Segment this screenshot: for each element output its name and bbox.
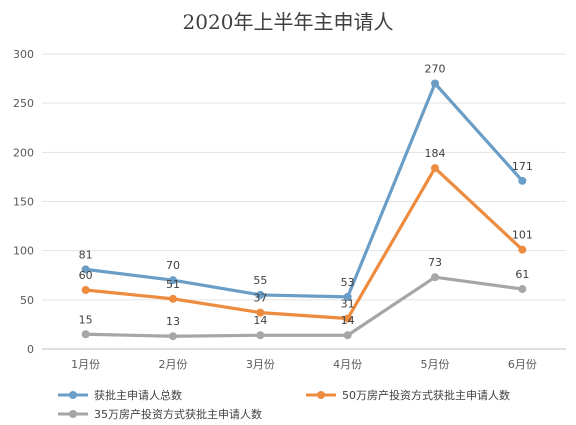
legend-marker — [317, 391, 325, 399]
data-label: 51 — [166, 278, 180, 291]
y-tick-label: 150 — [13, 196, 34, 209]
data-point — [256, 290, 265, 299]
data-label: 171 — [512, 160, 533, 173]
data-point — [431, 273, 439, 282]
data-label: 70 — [166, 259, 180, 272]
legend-label: 50万房产投资方式获批主申请人数 — [342, 388, 510, 402]
y-tick-label: 300 — [13, 48, 34, 61]
x-tick-label: 2月份 — [159, 358, 188, 371]
data-point — [169, 332, 177, 341]
x-tick-label: 1月份 — [71, 358, 100, 371]
data-label: 101 — [512, 229, 533, 242]
data-labels: 81 70 55 53 270 171 60 51 37 31 184 101 15 13 14 14 73 61 — [79, 63, 533, 329]
data-point — [343, 292, 352, 301]
data-label: 270 — [425, 63, 446, 76]
data-point — [343, 314, 352, 323]
data-point — [81, 265, 90, 274]
data-label: 15 — [79, 313, 93, 326]
series-group — [81, 79, 527, 341]
y-tick-label: 200 — [13, 146, 34, 159]
data-label: 37 — [253, 292, 267, 305]
y-axis: 0 50 100 150 200 250 300 — [13, 48, 34, 356]
data-label: 55 — [253, 274, 267, 287]
y-tick-label: 100 — [13, 245, 34, 258]
legend-marker — [69, 410, 77, 418]
x-tick-label: 4月份 — [333, 358, 362, 371]
chart-title: 2020年上半年主申请人 — [182, 10, 394, 34]
data-label: 14 — [253, 314, 267, 327]
x-tick-label: 3月份 — [246, 358, 275, 371]
data-label: 53 — [341, 276, 355, 289]
data-label: 73 — [428, 256, 442, 269]
data-point — [256, 331, 265, 340]
data-label: 81 — [79, 248, 93, 261]
data-point — [256, 308, 265, 317]
x-axis: 1月份 2月份 3月份 4月份 5月份 6月份 — [71, 358, 537, 371]
series-line-1 — [84, 81, 524, 299]
data-point — [81, 330, 90, 339]
y-tick-label: 50 — [20, 294, 34, 307]
data-point — [169, 294, 177, 303]
legend-label: 35万房产投资方式获批主申请人数 — [94, 407, 262, 421]
data-label: 13 — [166, 315, 180, 328]
data-label: 60 — [79, 269, 93, 282]
y-tick-label: 250 — [13, 97, 34, 110]
data-label: 184 — [425, 147, 446, 160]
x-tick-label: 6月份 — [508, 358, 537, 371]
data-point — [431, 164, 439, 173]
gridlines — [42, 53, 566, 350]
legend: 获批主申请人总数 50万房产投资方式获批主申请人数 35万房产投资方式获批主申请人数 — [58, 388, 510, 421]
data-point — [518, 285, 527, 294]
data-point — [518, 176, 527, 185]
data-label: 31 — [341, 298, 355, 311]
data-point — [518, 245, 527, 254]
data-point — [343, 331, 352, 340]
data-point — [81, 286, 90, 294]
y-tick-label: 0 — [27, 343, 34, 356]
series-line-3 — [84, 275, 524, 338]
data-point — [169, 276, 177, 285]
data-label: 61 — [515, 268, 529, 281]
data-point — [431, 79, 439, 88]
legend-marker — [69, 391, 77, 399]
legend-label: 获批主申请人总数 — [94, 388, 182, 402]
x-tick-label: 5月份 — [421, 358, 450, 371]
data-label: 14 — [341, 314, 355, 327]
series-line-2 — [84, 166, 524, 321]
